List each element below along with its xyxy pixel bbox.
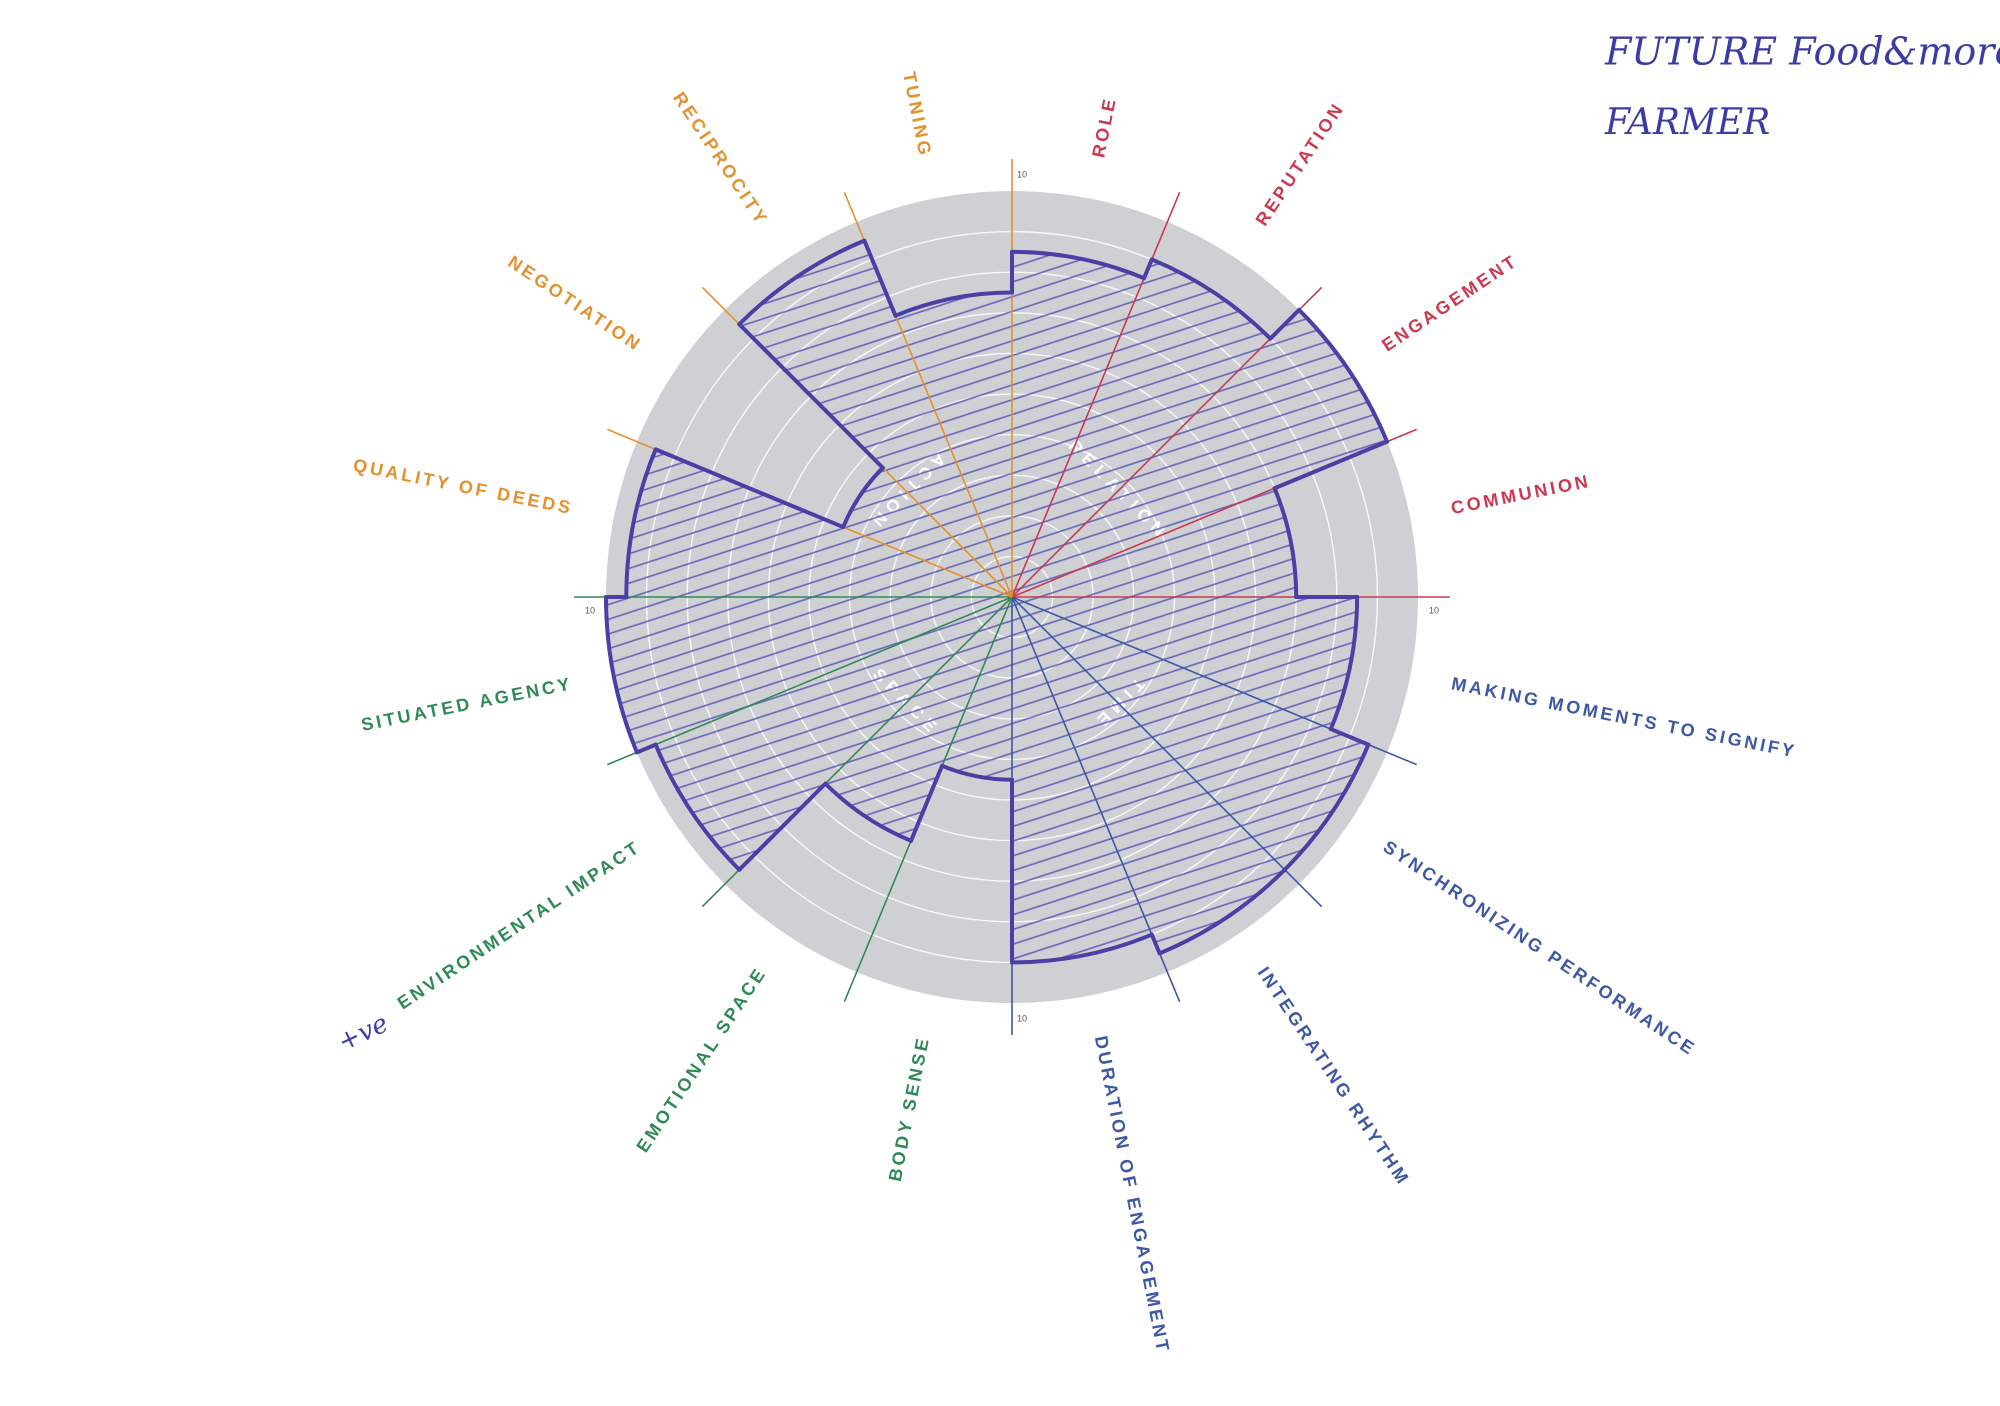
value-outline bbox=[1149, 257, 1273, 341]
value-wedge bbox=[1012, 488, 1297, 597]
annotation: +ve bbox=[333, 1009, 393, 1058]
value-step bbox=[1328, 727, 1371, 747]
value-step bbox=[862, 238, 898, 318]
value-wedge bbox=[1012, 259, 1271, 597]
value-step bbox=[909, 763, 945, 843]
value-step bbox=[1272, 439, 1390, 491]
value-outline bbox=[940, 763, 1014, 782]
value-step bbox=[653, 447, 846, 530]
axis-line bbox=[607, 596, 1013, 766]
value-wedge bbox=[1012, 309, 1388, 597]
value-step bbox=[1268, 307, 1302, 341]
r-tick-label: 10 bbox=[1017, 1013, 1027, 1023]
value-outline bbox=[1157, 867, 1287, 956]
value-wedge bbox=[626, 449, 1012, 597]
value-wedge bbox=[825, 597, 1012, 841]
value-outline bbox=[1297, 307, 1390, 444]
value-outline bbox=[653, 742, 742, 872]
axis-line bbox=[1011, 596, 1323, 908]
value-outline bbox=[1328, 595, 1360, 732]
value-wedge bbox=[942, 597, 1012, 780]
value-wedge bbox=[1012, 597, 1369, 870]
value-outline bbox=[1010, 249, 1147, 281]
value-step bbox=[1142, 257, 1154, 281]
r-tick-label: 10 bbox=[1017, 169, 1027, 179]
value-step bbox=[1149, 932, 1162, 956]
value-step bbox=[737, 322, 885, 470]
value-outline bbox=[604, 595, 639, 755]
value-outline bbox=[823, 781, 914, 843]
category-label: MAKING MOMENTS TO SIGNIFY bbox=[1450, 673, 1799, 761]
annotation: FUTURE Food&more bbox=[1604, 30, 2000, 74]
value-outline bbox=[1282, 742, 1371, 872]
category-label: SITUATED AGENCY bbox=[360, 673, 575, 735]
value-wedge bbox=[739, 240, 1012, 597]
value-wedge bbox=[843, 467, 1012, 597]
value-wedge bbox=[606, 597, 1012, 753]
category-label: EMOTIONAL SPACE bbox=[632, 963, 770, 1156]
value-outline bbox=[893, 290, 1014, 318]
category-label: ROLE bbox=[1088, 95, 1120, 160]
value-outline bbox=[1272, 486, 1299, 599]
value-wedge bbox=[895, 292, 1012, 597]
category-label: ENGAGEMENT bbox=[1378, 250, 1521, 355]
value-step bbox=[737, 781, 828, 872]
value-wedge bbox=[1012, 597, 1152, 963]
r-tick-label: 10 bbox=[1429, 605, 1439, 615]
category-label: QUALITY OF DEEDS bbox=[352, 455, 575, 518]
category-label: RECIPROCITY bbox=[669, 89, 772, 230]
base-layer: RELATIONTIMESPACEACTION10101010ROLEREPUT… bbox=[352, 70, 1799, 1355]
category-label: COMMUNION bbox=[1449, 471, 1592, 518]
value-wedge bbox=[1012, 597, 1358, 730]
r-tick-label: 10 bbox=[585, 605, 595, 615]
value-step bbox=[634, 742, 658, 755]
category-label: ENVIRONMENTAL IMPACT bbox=[394, 837, 645, 1014]
value-wedge bbox=[1012, 597, 1285, 954]
value-wedge bbox=[655, 597, 1012, 870]
value-wedge bbox=[1012, 251, 1145, 597]
value-outline bbox=[624, 447, 658, 599]
value-outline bbox=[737, 238, 867, 327]
category-label: NEGOTIATION bbox=[504, 252, 645, 356]
category-label: SYNCHRONIZING PERFORMANCE bbox=[1380, 837, 1700, 1060]
category-label: REPUTATION bbox=[1252, 98, 1349, 229]
value-outline bbox=[841, 465, 885, 530]
category-label: BODY SENSE bbox=[885, 1034, 933, 1183]
value-outline bbox=[1010, 932, 1154, 965]
category-label: TUNING bbox=[899, 70, 936, 159]
category-label: DURATION OF ENGAGEMENT bbox=[1091, 1034, 1174, 1355]
category-label: INTEGRATING RHYTHM bbox=[1254, 963, 1414, 1189]
annotation: FARMER bbox=[1604, 102, 1770, 143]
